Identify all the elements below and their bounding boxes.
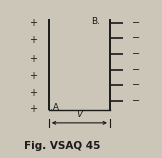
Text: Fig. VSAQ 45: Fig. VSAQ 45 (23, 141, 100, 151)
Text: +: + (29, 35, 37, 45)
Text: +: + (29, 104, 37, 114)
Text: −: − (132, 65, 140, 75)
Text: +: + (29, 88, 37, 98)
Text: −: − (132, 49, 140, 59)
Text: +: + (29, 18, 37, 28)
Text: V: V (76, 110, 82, 119)
Text: −: − (132, 96, 140, 106)
Text: +: + (29, 54, 37, 64)
Text: +: + (29, 71, 37, 81)
Text: −: − (132, 33, 140, 43)
Text: −: − (132, 80, 140, 90)
Text: B.: B. (91, 17, 100, 26)
Text: −: − (132, 18, 140, 28)
Text: .A: .A (51, 103, 59, 112)
